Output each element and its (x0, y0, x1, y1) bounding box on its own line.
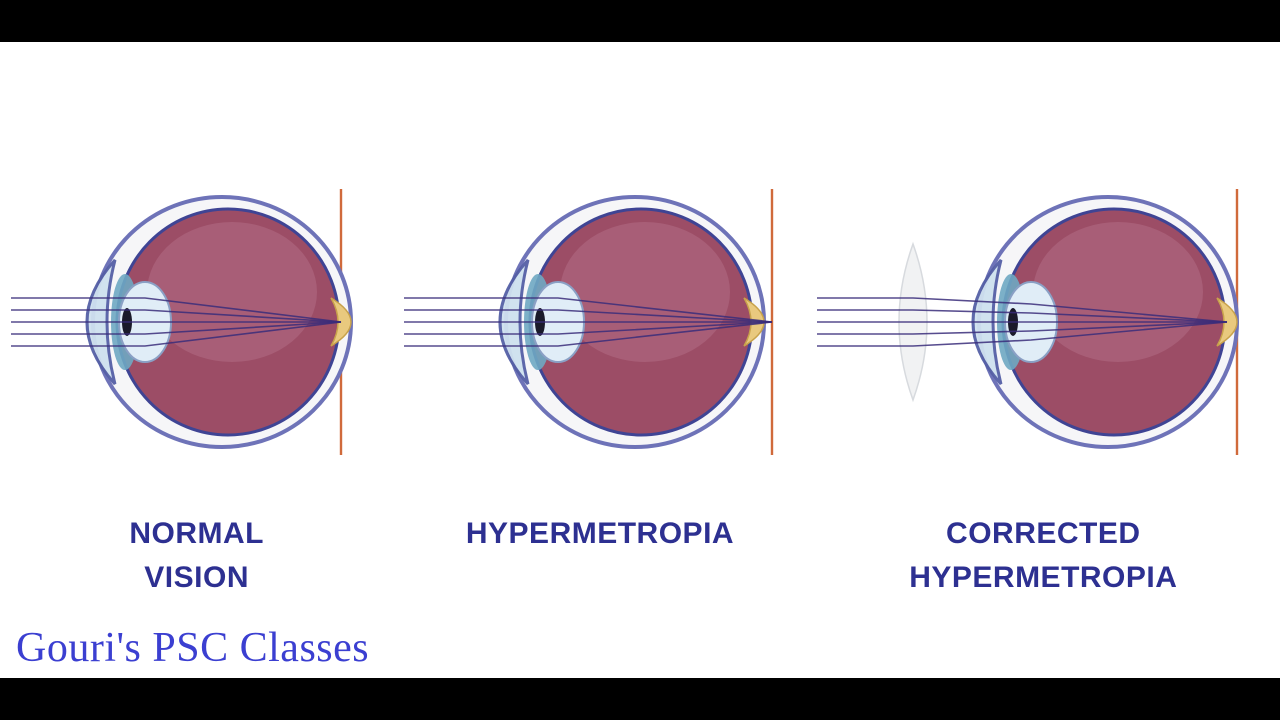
panel-label-hypermetropia: HYPERMETROPIA (466, 512, 734, 556)
watermark-text: Gouri's PSC Classes (16, 624, 369, 672)
eye-diagram-normal (7, 182, 387, 462)
label-text: HYPERMETROPIA (466, 517, 734, 550)
panel-normal: NORMAL VISION (7, 182, 387, 599)
panel-label-normal: NORMAL VISION (129, 512, 264, 599)
content-area: NORMAL VISION HYPERMETROPIA CORRECTED HY… (0, 42, 1280, 678)
panel-label-corrected: CORRECTED HYPERMETROPIA (909, 512, 1177, 599)
panel-hypermetropia: HYPERMETROPIA (400, 182, 800, 556)
label-text: NORMAL (129, 517, 264, 550)
label-text: HYPERMETROPIA (909, 561, 1177, 594)
label-text: VISION (144, 561, 249, 594)
panel-corrected: CORRECTED HYPERMETROPIA (813, 182, 1273, 599)
eye-diagram-corrected (813, 182, 1273, 462)
label-text: CORRECTED (946, 517, 1141, 550)
panel-row: NORMAL VISION HYPERMETROPIA CORRECTED HY… (0, 42, 1280, 599)
eye-diagram-hypermetropia (400, 182, 800, 462)
